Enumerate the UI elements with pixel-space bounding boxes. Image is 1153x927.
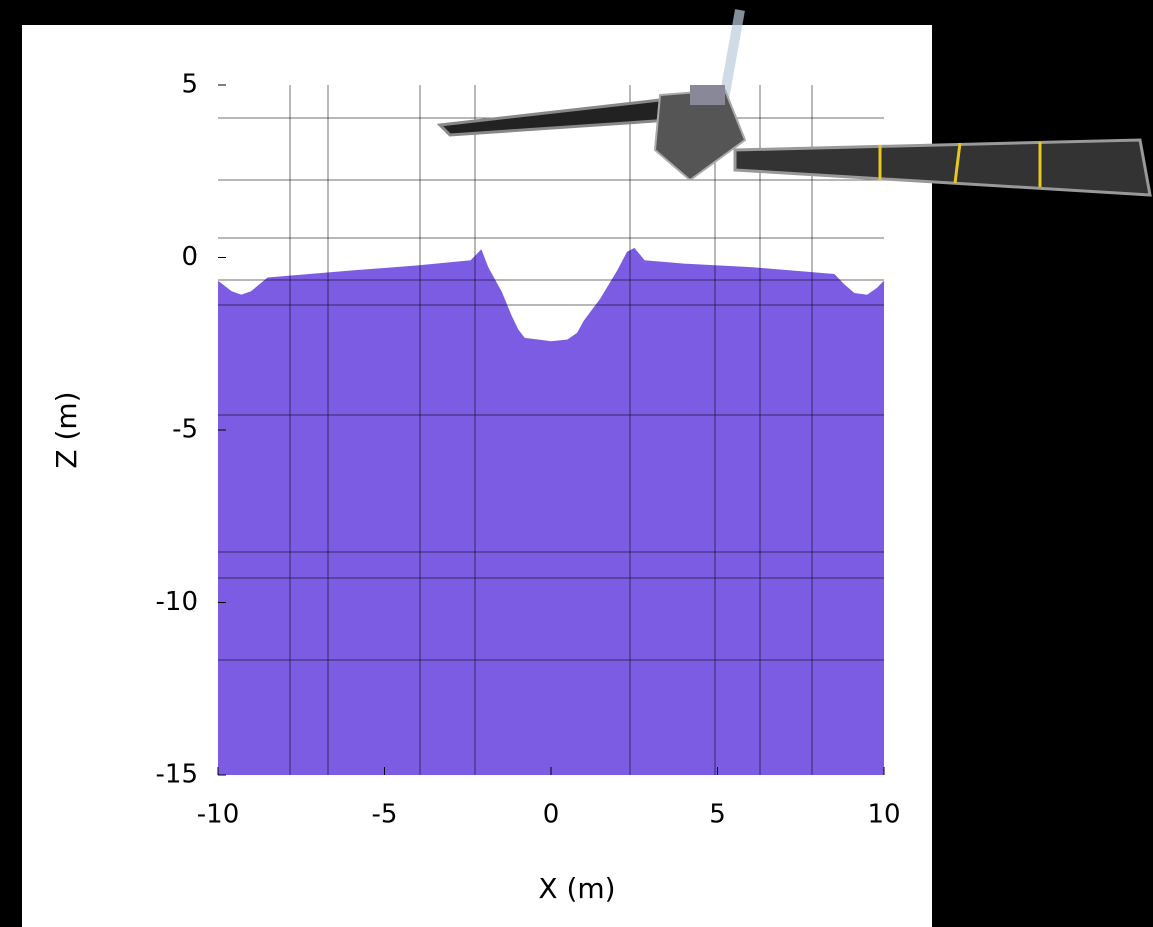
spacecraft: [436, 9, 1152, 197]
area-fill: [218, 248, 884, 775]
x-tick-label: 5: [709, 800, 726, 830]
x-tick-label: 10: [867, 800, 900, 830]
surface-line: [217, 247, 885, 343]
x-axis-label: X (m): [538, 872, 615, 905]
y-tick-label: -5: [172, 415, 198, 445]
x-tick-label: -10: [197, 800, 239, 830]
y-tick-label: 5: [181, 70, 198, 100]
x-tick-label: -5: [372, 800, 398, 830]
x-tick-label: 0: [543, 800, 560, 830]
y-axis-label: Z (m): [50, 391, 83, 468]
mesh-lines: [218, 85, 884, 775]
y-tick-label: 0: [181, 242, 198, 272]
y-tick-label: -15: [156, 760, 198, 790]
y-tick-label: -10: [156, 587, 198, 617]
plot-area: [217, 247, 885, 775]
